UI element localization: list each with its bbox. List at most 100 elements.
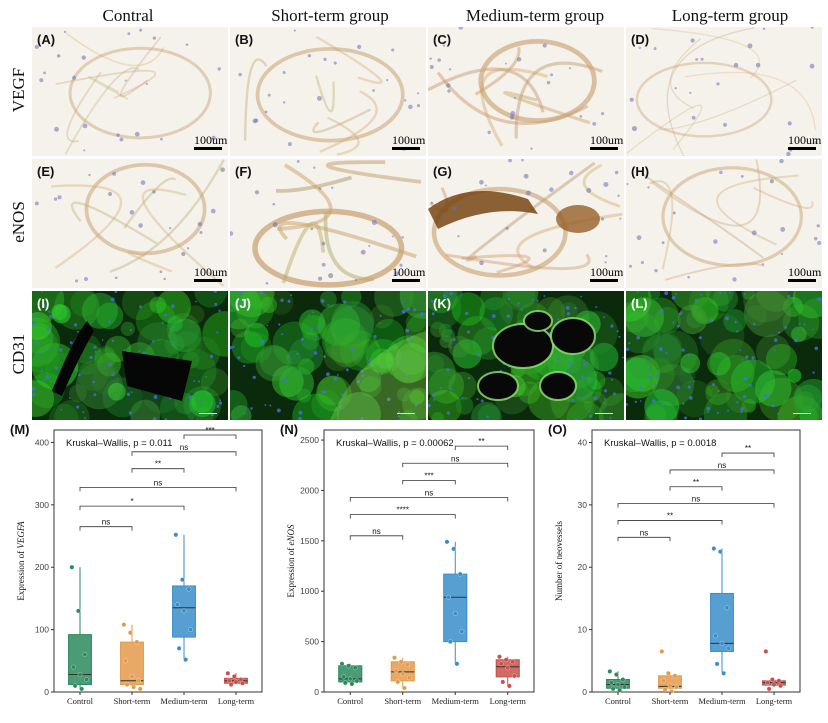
data-point <box>763 649 769 654</box>
y-axis-label: Expression of eNOS <box>286 524 296 597</box>
significance-bracket: ns <box>402 454 509 468</box>
significance-bracket: ns <box>349 489 509 502</box>
box-long-term <box>224 670 248 687</box>
column-title-long-term: Long-term group <box>671 6 789 25</box>
data-point <box>765 680 770 685</box>
scale-bar: 100um <box>590 266 623 282</box>
enos-panel-short-term: (F) 100um <box>230 159 426 288</box>
micrograph-image <box>230 291 426 420</box>
y-tick-label: 1500 <box>300 536 319 546</box>
significance-label: ns <box>372 527 380 536</box>
scale-bar: 100um <box>194 265 228 282</box>
data-point <box>718 549 723 554</box>
x-tick-label: Medium-term <box>698 696 746 706</box>
data-point <box>76 608 81 614</box>
data-point <box>503 657 509 663</box>
significance-bracket: ns <box>131 443 237 456</box>
y-tick-label: 1000 <box>300 586 319 596</box>
cd31-panel-long-term: (L) <box>626 291 822 420</box>
data-point <box>661 678 666 684</box>
column-title-control: Contral <box>102 6 154 25</box>
significance-bracket: **** <box>349 506 456 519</box>
data-point <box>123 658 128 664</box>
scale-bar-line <box>788 279 816 282</box>
data-point <box>609 680 614 685</box>
y-tick-label: 300 <box>35 500 49 510</box>
boxplot-vegfa-svg: (M) Kruskal–Wallis, p = 0.011 0 100 200 300 40… <box>10 422 263 706</box>
data-point <box>726 645 731 651</box>
plot-frame <box>591 429 801 693</box>
data-point <box>505 665 511 671</box>
micrograph-image <box>626 159 822 288</box>
panel-letter: (J) <box>235 296 251 311</box>
data-point <box>500 679 506 685</box>
column-title-short-term: Short-term group <box>271 6 389 25</box>
box-control <box>606 669 630 693</box>
scale-bar-line <box>595 413 613 414</box>
data-point <box>674 684 679 690</box>
data-point <box>173 532 179 538</box>
data-point <box>669 689 674 694</box>
scale-bar-line <box>590 147 618 150</box>
significance-label: ns <box>154 478 162 487</box>
data-point <box>232 674 237 679</box>
chart-panel-letter: (N) <box>280 422 298 437</box>
micrograph-image <box>626 27 822 156</box>
data-point <box>183 657 188 662</box>
y-tick-label: 2000 <box>300 485 319 495</box>
data-point <box>121 622 127 627</box>
scale-bar-label: 100um <box>392 265 426 279</box>
y-tick-label: 400 <box>35 437 49 447</box>
significance-label: ** <box>478 437 484 446</box>
boxplot-vegfa: (M) Kruskal–Wallis, p = 0.011 0 100 200 300 40… <box>10 422 270 720</box>
significance-bracket: ** <box>617 511 723 525</box>
x-tick-label: Control <box>67 696 94 706</box>
data-point <box>69 564 75 570</box>
box-iqr <box>68 634 92 686</box>
significance-bracket: ** <box>131 460 185 473</box>
box-iqr <box>443 573 468 643</box>
data-point <box>457 571 463 577</box>
scale-bar-label: 100um <box>788 265 822 279</box>
vegf-panel-short-term: (B) 100um <box>230 27 426 156</box>
data-point <box>714 661 720 667</box>
data-point <box>447 639 453 644</box>
significance-label: ** <box>693 478 699 487</box>
data-point <box>180 577 185 583</box>
data-point <box>454 661 460 667</box>
data-point <box>240 680 245 686</box>
cd31-panel-medium-term: (K) <box>428 291 624 420</box>
x-tick-label: Short-term <box>114 696 151 706</box>
scale-bar-label: 100um <box>788 133 822 147</box>
x-tick-label: Medium-term <box>432 696 480 706</box>
data-point <box>341 674 347 680</box>
data-point <box>354 678 360 684</box>
data-point <box>617 687 622 693</box>
scale-bar-label: 100um <box>194 265 228 279</box>
data-point <box>395 679 401 685</box>
scale-bar: 100um <box>590 134 623 150</box>
kruskal-wallis-label: Kruskal–Wallis, p = 0.00062 <box>336 438 454 449</box>
data-point <box>719 640 725 646</box>
panel-letter: (E) <box>37 164 55 179</box>
data-point <box>510 659 516 665</box>
panel-letter: (C) <box>433 32 452 47</box>
y-tick-label: 200 <box>35 562 49 572</box>
data-point <box>175 602 180 608</box>
scale-bar <box>194 413 222 414</box>
data-point <box>347 676 353 682</box>
box-long-term <box>762 649 786 692</box>
significance-label: ns <box>180 443 188 452</box>
significance-bracket: ns <box>79 478 237 492</box>
data-point <box>667 683 673 689</box>
data-point <box>512 673 517 679</box>
boxplot-enos-svg: (N) Kruskal–Wallis, p = 0.00062 0 500 1000 15… <box>280 422 535 706</box>
x-tick-label: Long-term <box>490 696 527 706</box>
significance-bracket: ** <box>669 478 723 491</box>
data-point <box>136 678 141 684</box>
data-point <box>446 594 451 600</box>
row-title-cd31: CD31 <box>9 333 28 375</box>
data-point <box>129 674 135 679</box>
data-point <box>659 649 665 654</box>
data-point <box>778 683 783 689</box>
